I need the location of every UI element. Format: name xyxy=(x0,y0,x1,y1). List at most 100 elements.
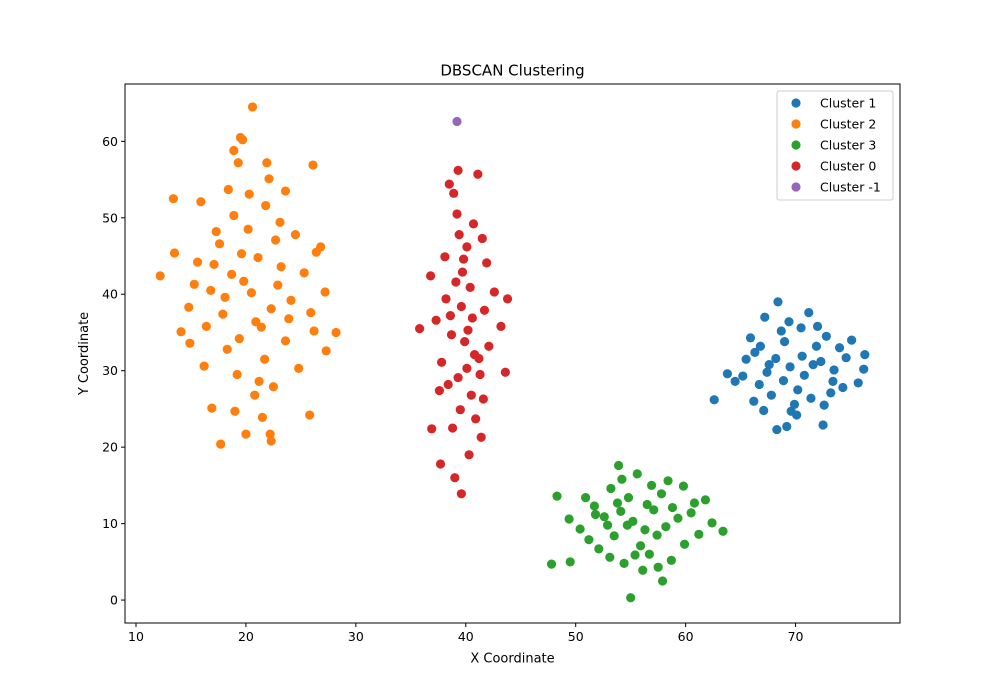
data-point xyxy=(211,226,221,237)
y-axis-label: Y Coordinate xyxy=(77,312,92,396)
y-tick-label: 50 xyxy=(102,210,118,225)
data-point xyxy=(427,424,437,434)
data-point xyxy=(749,396,759,406)
x-tick-label: 60 xyxy=(678,629,694,644)
data-point xyxy=(762,367,772,377)
data-point xyxy=(294,363,304,374)
data-point xyxy=(218,309,228,319)
data-point xyxy=(565,557,575,567)
data-point xyxy=(451,277,461,287)
data-point xyxy=(201,321,211,331)
data-point xyxy=(220,292,230,302)
x-tick-label: 70 xyxy=(788,629,804,644)
data-point xyxy=(496,321,506,331)
x-axis-label: X Coordinate xyxy=(470,652,554,667)
data-point xyxy=(320,287,330,297)
data-point xyxy=(264,174,274,184)
data-point xyxy=(450,473,460,483)
data-point xyxy=(709,395,719,405)
data-point xyxy=(431,315,441,325)
y-tick-label: 40 xyxy=(102,287,118,302)
data-point xyxy=(466,390,476,400)
data-point xyxy=(250,390,260,400)
data-point xyxy=(476,432,486,442)
data-point xyxy=(799,370,809,380)
data-point xyxy=(199,361,209,371)
legend-marker xyxy=(791,98,801,108)
legend-marker xyxy=(791,161,801,171)
data-point xyxy=(441,294,451,304)
y-axis-ticks: 0 10 20 30 40 50 60 xyxy=(102,134,125,608)
data-point xyxy=(722,369,733,379)
data-point xyxy=(745,333,756,343)
data-point xyxy=(192,257,203,267)
data-point xyxy=(477,233,487,244)
data-point xyxy=(455,405,465,415)
data-point xyxy=(275,217,285,227)
data-point xyxy=(828,376,838,387)
data-point xyxy=(489,287,499,297)
data-point xyxy=(613,460,624,471)
data-point xyxy=(239,276,249,286)
data-point xyxy=(581,493,591,503)
data-point xyxy=(619,558,629,568)
legend: Cluster 1 Cluster 2 Cluster 3 Cluster 0 Clus… xyxy=(776,90,894,201)
series-0 xyxy=(709,297,870,435)
data-point xyxy=(321,346,331,356)
data-point xyxy=(646,480,657,490)
data-point xyxy=(247,102,258,112)
data-point xyxy=(785,362,795,372)
data-point xyxy=(847,335,857,345)
data-point xyxy=(640,525,650,535)
data-point xyxy=(216,439,226,449)
data-point xyxy=(730,376,740,387)
data-point xyxy=(484,341,494,351)
data-point xyxy=(284,314,294,324)
data-point xyxy=(626,593,636,603)
data-point xyxy=(502,294,513,304)
data-point xyxy=(829,365,839,375)
legend-marker xyxy=(791,119,801,129)
series-1 xyxy=(155,102,341,449)
data-point xyxy=(635,541,646,551)
data-point xyxy=(638,565,648,575)
data-point xyxy=(612,498,623,508)
data-point xyxy=(437,357,447,367)
data-point xyxy=(280,186,291,196)
x-tick-label: 20 xyxy=(238,629,254,644)
data-point xyxy=(207,403,217,413)
data-point xyxy=(286,295,296,305)
data-point xyxy=(467,313,477,323)
data-point xyxy=(796,323,806,333)
data-point xyxy=(679,539,690,549)
data-point xyxy=(236,249,247,259)
data-point xyxy=(760,312,770,322)
data-point xyxy=(811,341,822,351)
data-point xyxy=(759,405,769,416)
data-point xyxy=(808,359,818,370)
data-point xyxy=(251,317,261,327)
data-point xyxy=(227,269,237,279)
data-point xyxy=(789,399,800,409)
data-point xyxy=(478,394,488,404)
legend-marker xyxy=(791,140,801,150)
data-point xyxy=(316,242,326,252)
data-point xyxy=(238,135,248,145)
data-point xyxy=(764,359,774,370)
data-point xyxy=(772,424,782,435)
data-point xyxy=(449,188,459,198)
data-point xyxy=(189,279,199,289)
data-point xyxy=(776,326,786,336)
data-point xyxy=(797,351,807,361)
x-tick-label: 40 xyxy=(458,629,474,644)
data-point xyxy=(564,514,574,524)
data-point xyxy=(254,376,264,387)
data-point xyxy=(707,518,717,528)
data-point xyxy=(546,559,557,569)
data-point xyxy=(457,267,468,277)
data-point xyxy=(552,491,562,501)
data-point xyxy=(440,252,450,262)
data-point xyxy=(234,333,244,344)
data-point xyxy=(309,326,319,336)
data-point xyxy=(246,288,257,298)
